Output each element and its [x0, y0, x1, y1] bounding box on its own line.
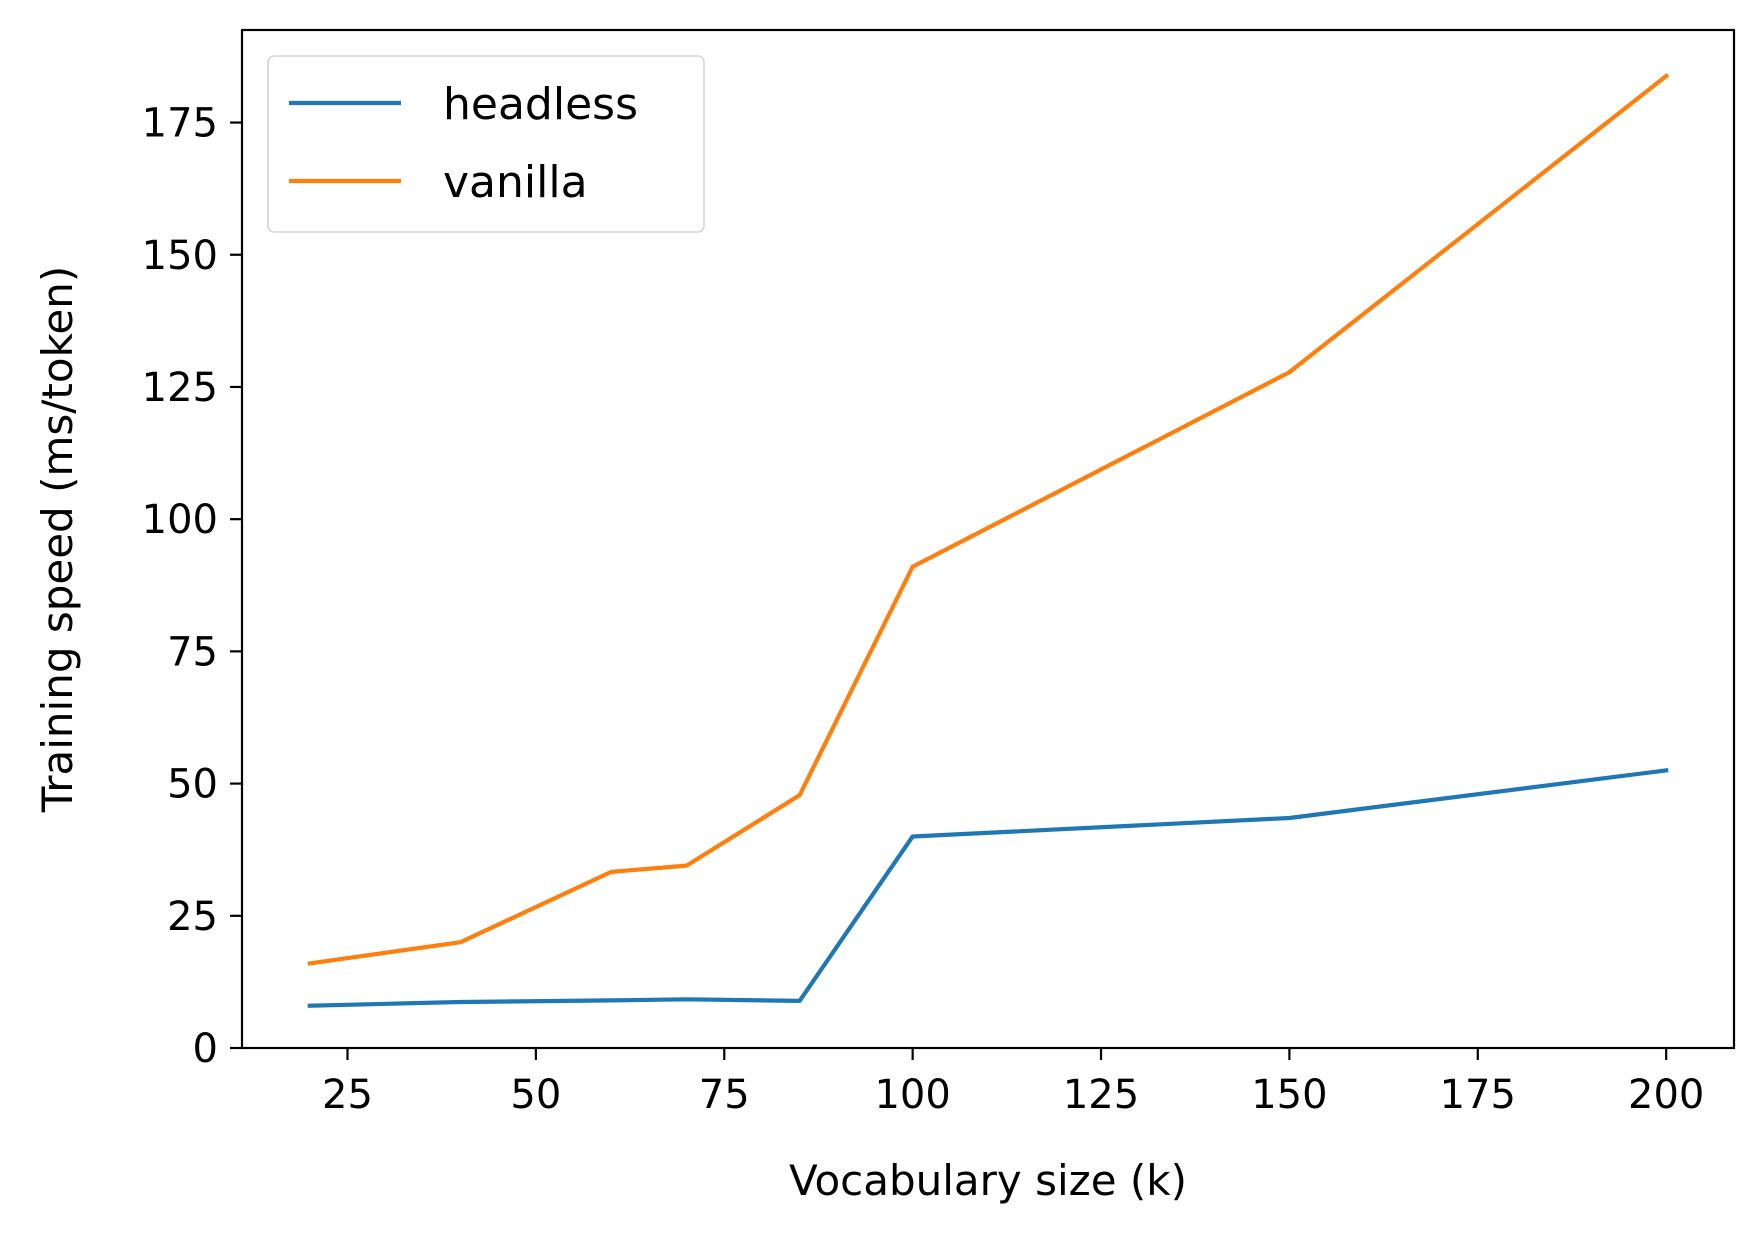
y-axis-title: Training speed (ms/token) — [33, 266, 82, 813]
y-tick-label: 75 — [167, 629, 218, 675]
x-tick-label: 200 — [1628, 1072, 1704, 1118]
y-tick-label: 25 — [167, 894, 218, 940]
x-tick-label: 100 — [874, 1072, 950, 1118]
x-tick-label: 25 — [322, 1072, 373, 1118]
x-tick-label: 150 — [1251, 1072, 1327, 1118]
plot-frame — [240, 28, 1736, 1050]
x-tick-label: 50 — [510, 1072, 561, 1118]
legend-label-headless: headless — [443, 79, 638, 130]
series-line-headless — [307, 768, 1669, 1008]
y-tick-label: 0 — [193, 1026, 218, 1072]
y-tick-label: 50 — [167, 762, 218, 808]
legend-label-vanilla: vanilla — [443, 157, 588, 208]
x-axis-ticks: 25 50 75 100 125 150 175 200 — [322, 1048, 1704, 1118]
legend-box — [267, 55, 705, 233]
plot-lines — [307, 73, 1670, 1008]
legend: headless vanilla — [267, 55, 705, 233]
y-tick-label: 125 — [142, 365, 218, 411]
x-tick-label: 75 — [699, 1072, 750, 1118]
x-axis-title: Vocabulary size (k) — [789, 1156, 1187, 1205]
y-tick-label: 175 — [142, 101, 218, 147]
series-line-vanilla — [307, 73, 1670, 966]
x-tick-label: 175 — [1440, 1072, 1516, 1118]
y-tick-label: 150 — [142, 233, 218, 279]
y-tick-label: 100 — [142, 497, 218, 543]
y-axis-ticks: 0 25 50 75 100 125 150 175 — [142, 101, 242, 1072]
x-tick-label: 125 — [1063, 1072, 1139, 1118]
